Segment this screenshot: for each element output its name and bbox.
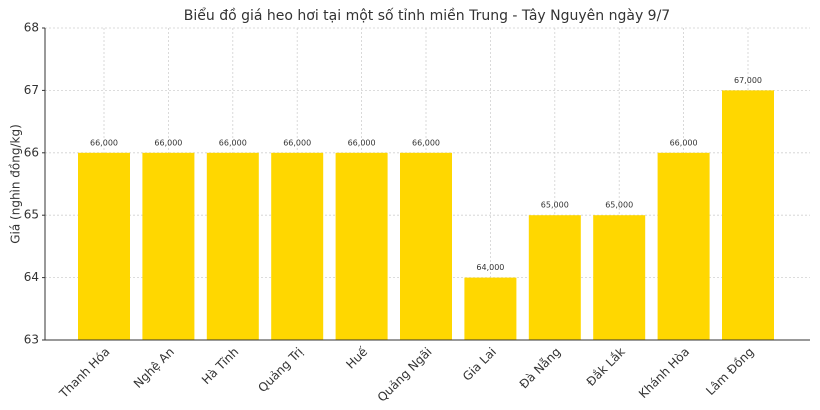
y-tick-label: 65 <box>24 208 39 222</box>
bar <box>722 90 774 341</box>
bar <box>142 152 195 340</box>
y-tick-label: 67 <box>24 83 39 97</box>
data-label: 66,000 <box>348 138 376 147</box>
bar <box>78 152 130 340</box>
y-axis-label: Giá (nghìn đồng/kg) <box>9 124 23 244</box>
bar <box>400 152 452 340</box>
data-label: 66,000 <box>90 138 118 147</box>
bar <box>657 152 710 340</box>
data-label: 67,000 <box>734 76 762 85</box>
x-tick-label: Lâm Đồng <box>703 345 756 398</box>
data-label: 66,000 <box>670 138 698 147</box>
y-tick-label: 64 <box>24 270 39 284</box>
data-label: 65,000 <box>541 201 569 210</box>
x-tick-label: Hà Tĩnh <box>199 345 241 387</box>
x-tick-label: Gia Lai <box>460 345 499 384</box>
data-label: 66,000 <box>412 138 440 147</box>
bar <box>528 215 581 340</box>
bar <box>271 152 324 340</box>
y-tick-label: 66 <box>24 145 39 159</box>
y-tick-label: 68 <box>24 21 39 35</box>
data-label: 66,000 <box>154 138 182 147</box>
chart-title: Biểu đồ giá heo hơi tại một số tỉnh miền… <box>184 7 670 24</box>
x-tick-label: Khánh Hòa <box>636 345 692 401</box>
data-label: 66,000 <box>283 138 311 147</box>
data-label: 65,000 <box>605 201 633 210</box>
bar <box>335 152 388 340</box>
x-tick-label: Quảng Ngãi <box>375 345 435 405</box>
bar <box>593 215 646 340</box>
x-tick-label: Huế <box>343 344 370 371</box>
x-tick-label: Nghệ An <box>131 345 177 391</box>
x-tick-label: Đà Nẵng <box>517 345 564 392</box>
x-tick-label: Thanh Hóa <box>56 345 113 402</box>
data-label: 66,000 <box>219 138 247 147</box>
bar <box>206 152 259 340</box>
data-label: 64,000 <box>476 263 504 272</box>
bar <box>464 277 517 340</box>
x-tick-label: Quảng Trị <box>255 345 305 395</box>
x-tick-label: Đắk Lắk <box>584 345 628 389</box>
y-tick-label: 63 <box>24 333 39 347</box>
